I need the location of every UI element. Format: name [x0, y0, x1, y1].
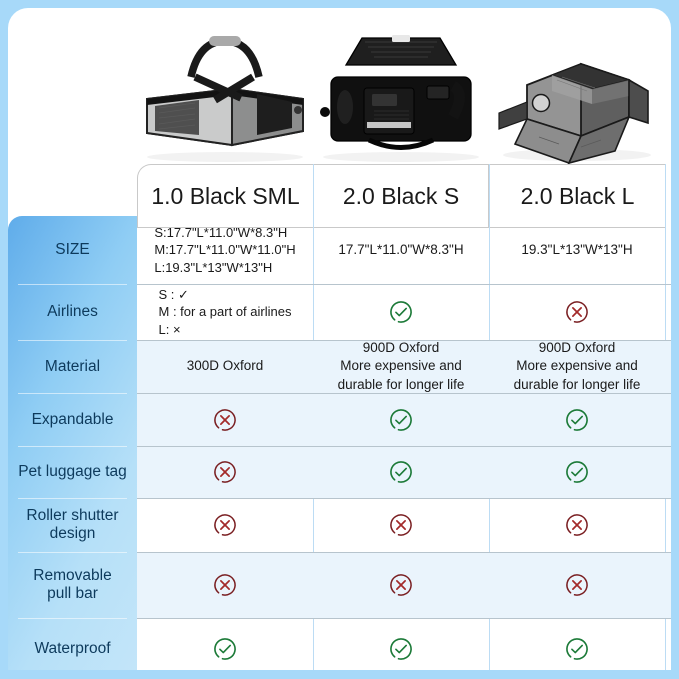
Airlines: Airlines S : ✓ M : for a part of airlines… [8, 284, 671, 340]
Expandable: Expandable [8, 393, 671, 446]
SIZE: SIZE S:17.7"L*11.0"W*8.3"H M:17.7"L*11.0"… [8, 216, 671, 284]
Removable pull bar: Removable pull bar [8, 552, 671, 618]
Waterproof: Waterproof [8, 618, 671, 670]
Pet luggage tag: Pet luggage tag [8, 446, 671, 498]
Material: Material 300D Oxford 900D Oxford More exp… [8, 340, 671, 393]
Roller shutter design: Roller shutter design [8, 498, 671, 552]
